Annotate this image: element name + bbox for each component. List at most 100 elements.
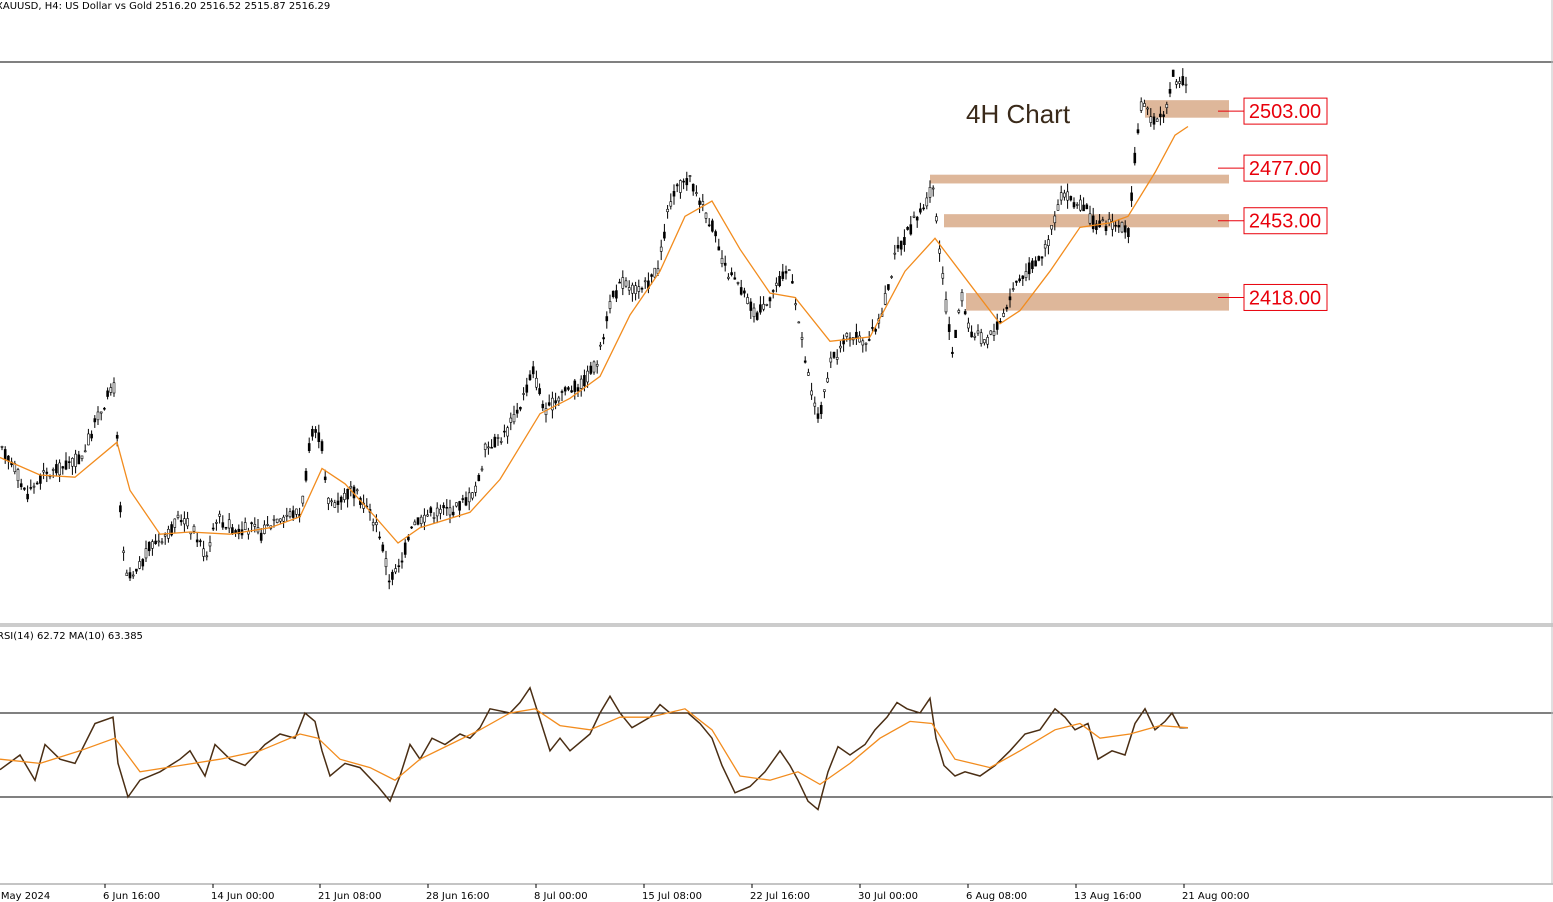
candle-body [813,402,817,407]
time-axis: 30 May 2024 6 Jun 16:00 14 Jun 00:00 21 Jun… [0,884,1249,902]
candle-body [391,571,394,580]
candle-body [576,387,580,392]
time-axis-label: 21 Jun 08:00 [318,891,382,902]
candle-body [112,382,116,394]
candle-body [458,501,461,511]
candle-body [1063,192,1066,198]
candle-body [1072,202,1076,208]
candle-body [1050,225,1053,230]
candle-body [237,528,241,535]
candle-body [586,370,589,383]
candle-body [506,427,509,437]
candle-body [243,522,247,531]
candle-body [634,285,637,294]
candle-body [147,541,151,552]
candle-body [1008,296,1012,301]
candle-body [535,377,538,388]
level-label: 2477.00 [1249,158,1321,180]
candle-body [935,216,938,222]
candle-body [1165,104,1169,108]
candle-body [531,366,535,375]
candle-body [499,441,503,443]
candle-body [445,506,449,509]
candle-body [775,282,778,286]
candle-body [1159,113,1162,118]
time-axis-label: 22 Jul 16:00 [750,891,810,902]
candle-body [893,252,897,255]
level-zone [1145,100,1229,118]
candle-body [864,342,868,345]
candle-body [1133,152,1137,164]
candle-body [435,507,439,517]
candle-body [922,207,925,210]
candle-body [135,568,138,572]
candle-body [688,175,692,177]
candle-body [743,290,746,294]
candle-body [784,271,788,274]
candle-body [317,432,321,443]
candle-body [797,321,801,324]
candle-body [547,402,551,406]
candle-body [173,518,177,528]
candle-body [602,337,605,340]
candle-body [835,357,839,360]
candle-body [426,514,429,517]
candle-body [1031,260,1034,270]
candle-body [1059,192,1063,201]
candle-body [384,558,388,568]
candle-body [51,469,55,471]
candle-body [0,446,4,448]
candle-body [941,273,945,279]
candle-body [791,281,794,284]
candle-body [1136,129,1140,134]
time-axis-label: 13 Aug 16:00 [1074,891,1141,902]
candle-body [32,485,36,488]
candle-body [967,322,970,329]
candle-body [378,536,381,539]
candle-body [1082,204,1085,212]
level-zone [930,174,1229,184]
candle-body [186,518,189,527]
candle-body [979,332,983,344]
candle-body [592,361,596,373]
candle-body [1015,280,1018,283]
candle-body [227,519,231,529]
candle-body [314,429,317,433]
candle-body [541,403,545,409]
candle-body [205,555,209,558]
candle-body [983,339,986,344]
candle-body [29,487,33,489]
rsi-line [0,686,1188,811]
candle-body [861,340,865,346]
candle-body [138,561,141,569]
candle-body [711,220,714,232]
candle-body [899,240,903,250]
candle-body [691,183,695,192]
rsi-ma-line [0,708,1189,786]
candle-body [730,272,733,276]
candle-body [839,345,842,349]
rsi-panel: RSI(14) 62.72 MA(10) 63.385 [0,631,1553,811]
candle-body [419,516,423,524]
candle-body [253,524,257,527]
candle-body [928,187,932,198]
level-label-box [1243,97,1328,125]
candle-body [410,526,413,529]
candle-body [282,516,285,522]
candle-body [1107,218,1111,224]
candle-body [275,518,279,523]
candle-body [471,492,474,499]
candle-body [832,351,836,358]
candle-body [192,525,196,532]
candle-body [925,197,929,207]
candle-body [311,428,314,437]
candle-body [1034,260,1037,267]
candle-body [903,237,906,245]
candle-body [669,201,673,207]
candle-body [90,433,93,439]
candle-body [823,389,826,392]
main-price-panel: XAUUSD, H4: US Dollar vs Gold 2516.20 25… [0,1,1553,590]
candle-body [672,191,676,197]
candle-body [1005,306,1009,310]
candle-body [1184,83,1188,86]
